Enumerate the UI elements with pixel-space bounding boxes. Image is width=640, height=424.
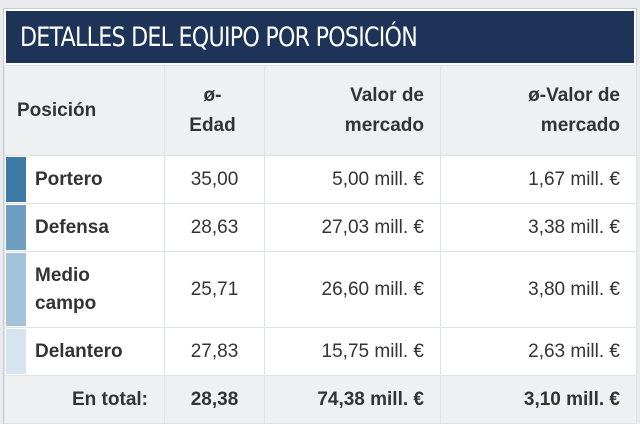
- table-header-row: Posición ø- Edad Valor de mercado ø-Valo…: [4, 65, 637, 156]
- avg-age-cell: 28,63: [164, 203, 265, 252]
- total-label: En total:: [4, 375, 165, 424]
- total-market-value: 74,38 mill. €: [264, 375, 441, 424]
- position-details-table: Posición ø- Edad Valor de mercado ø-Valo…: [4, 65, 637, 424]
- table-row: Defensa 28,63 27,03 mill. € 3,38 mill. €: [4, 203, 637, 252]
- avg-age-cell: 35,00: [164, 155, 265, 204]
- avg-market-value-cell: 3,80 mill. €: [440, 251, 637, 328]
- panel-title: DETALLES DEL EQUIPO POR POSICIÓN: [20, 21, 418, 53]
- column-header-avg-market-value-line2: mercado: [540, 114, 620, 136]
- table-row: Medio campo 25,71 26,60 mill. € 3,80 mil…: [4, 251, 637, 328]
- position-name: Delantero: [35, 340, 123, 362]
- squad-details-panel: DETALLES DEL EQUIPO POR POSICIÓN Posició…: [3, 8, 637, 424]
- total-avg-market-value: 3,10 mill. €: [440, 375, 637, 424]
- market-value-cell: 5,00 mill. €: [264, 155, 441, 204]
- column-header-position-label: Posición: [17, 99, 97, 121]
- position-name: Defensa: [35, 216, 109, 238]
- avg-market-value-cell: 1,67 mill. €: [440, 155, 637, 204]
- total-avg-age: 28,38: [164, 375, 265, 424]
- column-header-avg-age: ø- Edad: [164, 65, 265, 156]
- avg-market-value-cell: 3,38 mill. €: [440, 203, 637, 252]
- column-header-market-value-line2: mercado: [344, 114, 424, 136]
- avg-age-cell: 25,71: [164, 251, 265, 328]
- position-color-swatch: [6, 157, 26, 202]
- column-header-avg-market-value-line1: ø-Valor de: [528, 84, 620, 106]
- column-header-avg-age-line2: Edad: [189, 114, 236, 136]
- column-header-avg-market-value: ø-Valor de mercado: [440, 65, 637, 156]
- position-name-line2: campo: [35, 292, 97, 314]
- market-value-cell: 27,03 mill. €: [264, 203, 441, 252]
- position-cell: Defensa: [4, 203, 165, 252]
- market-value-cell: 15,75 mill. €: [264, 327, 441, 376]
- position-color-swatch: [6, 253, 26, 326]
- total-row: En total: 28,38 74,38 mill. € 3,10 mill.…: [4, 375, 637, 424]
- position-cell: Portero: [4, 155, 165, 204]
- position-name: Medio: [35, 264, 90, 286]
- position-color-swatch: [6, 205, 26, 250]
- column-header-position: Posición: [4, 65, 165, 156]
- position-cell: Medio campo: [4, 251, 165, 328]
- panel-header: DETALLES DEL EQUIPO POR POSICIÓN: [6, 11, 634, 63]
- table-row: Delantero 27,83 15,75 mill. € 2,63 mill.…: [4, 327, 637, 376]
- position-cell: Delantero: [4, 327, 165, 376]
- market-value-cell: 26,60 mill. €: [264, 251, 441, 328]
- avg-age-cell: 27,83: [164, 327, 265, 376]
- position-name: Portero: [35, 168, 103, 190]
- position-color-swatch: [6, 329, 26, 374]
- avg-market-value-cell: 2,63 mill. €: [440, 327, 637, 376]
- column-header-market-value-line1: Valor de: [350, 84, 424, 106]
- column-header-avg-age-line1: ø-: [203, 84, 222, 106]
- table-row: Portero 35,00 5,00 mill. € 1,67 mill. €: [4, 155, 637, 204]
- column-header-market-value: Valor de mercado: [264, 65, 441, 156]
